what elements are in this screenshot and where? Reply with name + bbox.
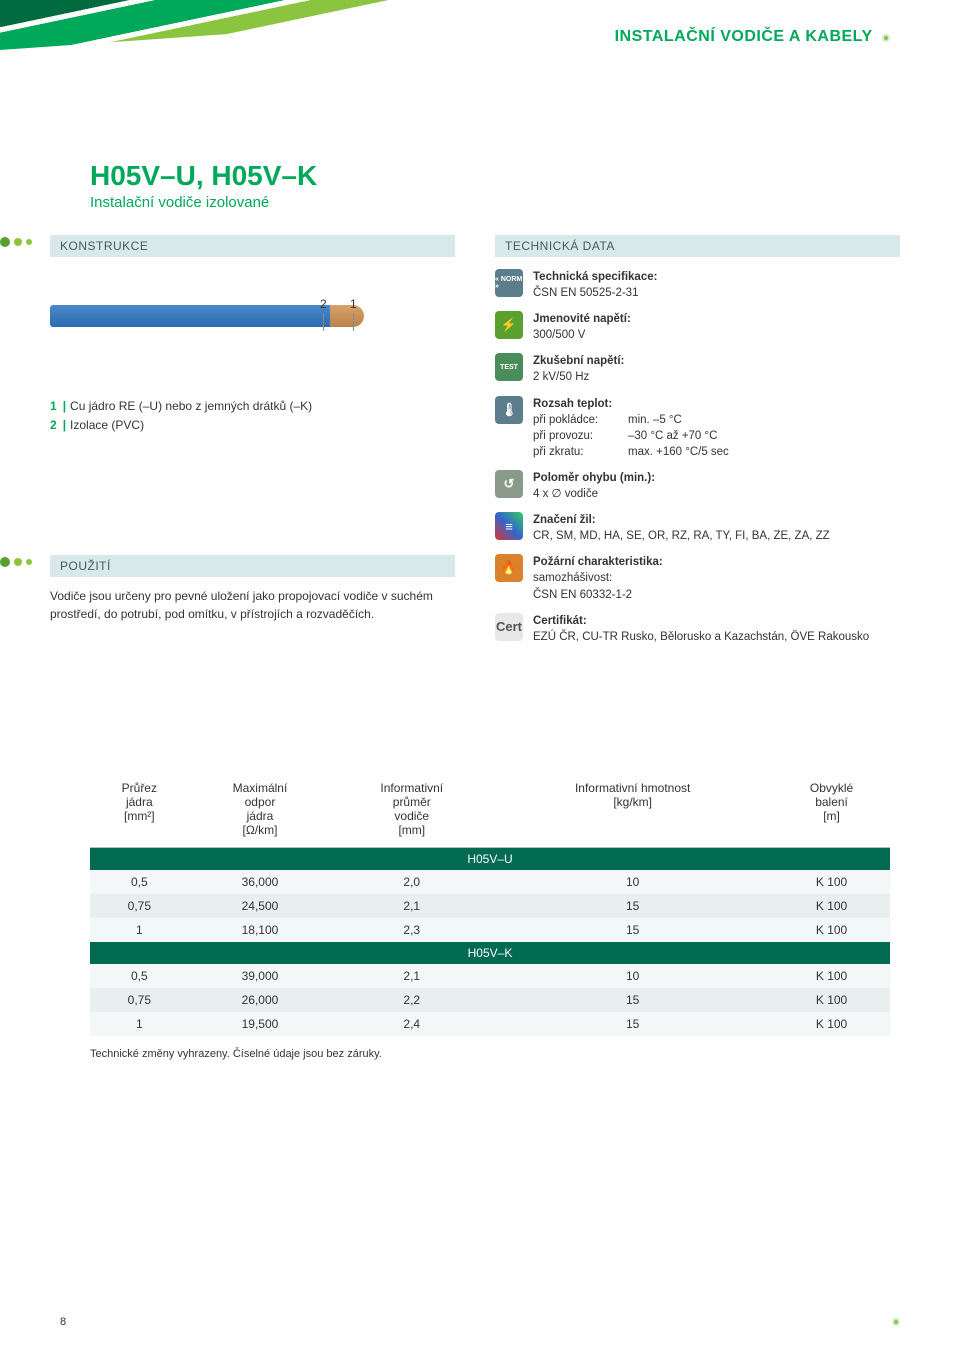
page-number: 8 <box>60 1316 66 1328</box>
construction-legend: 1|Cu jádro RE (–U) nebo z jemných drátků… <box>50 397 455 435</box>
col-odpor: Maximálníodporjádra[Ω/km] <box>189 775 332 848</box>
tech-cert: Cert Certifikát:EZÚ ČR, CU-TR Rusko, Běl… <box>495 613 900 645</box>
use-description: Vodiče jsou určeny pro pevné uložení jak… <box>50 587 455 623</box>
table-row: 0,536,0002,010K 100 <box>90 870 890 894</box>
category-dot-icon <box>882 34 890 42</box>
section-konstrukce-label: KONSTRUKCE <box>60 239 148 253</box>
header-category: INSTALAČNÍ VODIČE A KABELY <box>615 28 890 46</box>
left-column: KONSTRUKCE 2 1 1|Cu jádro RE (–U) nebo z… <box>50 235 455 655</box>
section-deco-icon <box>0 237 32 247</box>
table-header-row: Průřezjádra[mm²] Maximálníodporjádra[Ω/k… <box>90 775 890 848</box>
tech-volt: ⚡ Jmenovité napětí:300/500 V <box>495 311 900 343</box>
voltage-icon: ⚡ <box>495 311 523 339</box>
cable-core <box>330 305 364 327</box>
table-subheader: H05V–K <box>90 942 890 964</box>
category-title: INSTALAČNÍ VODIČE A KABELY <box>615 28 873 45</box>
tech-test: TEST Zkušební napětí:2 kV/50 Hz <box>495 353 900 385</box>
right-column: TECHNICKÁ DATA « NORM » Technická specif… <box>495 235 900 655</box>
title-sub: Instalační vodiče izolované <box>90 194 317 211</box>
cable-insulation <box>50 305 330 327</box>
table-footnote: Technické změny vyhrazeny. Číselné údaje… <box>90 1048 890 1060</box>
header-stripes <box>0 0 420 50</box>
section-pouziti: POUŽITÍ <box>50 555 455 577</box>
cable-diagram: 2 1 <box>50 287 455 347</box>
table-row: 0,7526,0002,215K 100 <box>90 988 890 1012</box>
section-technicka: TECHNICKÁ DATA <box>495 235 900 257</box>
temperature-icon: 🌡 <box>495 396 523 424</box>
data-table: Průřezjádra[mm²] Maximálníodporjádra[Ω/k… <box>90 775 890 1060</box>
page-title: H05V–U, H05V–K Instalační vodiče izolova… <box>90 160 317 211</box>
tech-marking: ≡ Značení žil:CR, SM, MD, HA, SE, OR, RZ… <box>495 512 900 544</box>
fire-icon: 🔥 <box>495 554 523 582</box>
legend-item-2: 2|Izolace (PVC) <box>50 416 455 435</box>
section-deco-icon <box>0 557 32 567</box>
legend-item-1: 1|Cu jádro RE (–U) nebo z jemných drátků… <box>50 397 455 416</box>
table-row: 0,539,0002,110K 100 <box>90 964 890 988</box>
tech-norm: « NORM » Technická specifikace:ČSN EN 50… <box>495 269 900 301</box>
test-icon: TEST <box>495 353 523 381</box>
diagram-marker-2: 2 <box>320 297 327 311</box>
corner-dot-icon <box>892 1318 900 1326</box>
marking-icon: ≡ <box>495 512 523 540</box>
section-technicka-label: TECHNICKÁ DATA <box>505 239 615 253</box>
section-pouziti-label: POUŽITÍ <box>60 559 111 573</box>
table-row: 119,5002,415K 100 <box>90 1012 890 1036</box>
norm-icon: « NORM » <box>495 269 523 297</box>
tech-temp: 🌡 Rozsah teplot: při pokládce:min. –5 °C… <box>495 396 900 460</box>
col-prurez: Průřezjádra[mm²] <box>90 775 189 848</box>
col-hmotnost: Informativní hmotnost[kg/km] <box>492 775 773 848</box>
tech-bend: ↺ Poloměr ohybu (min.):4 x ∅ vodiče <box>495 470 900 502</box>
certificate-icon: Cert <box>495 613 523 641</box>
tech-fire: 🔥 Požární charakteristika:samozhášivost:… <box>495 554 900 602</box>
diagram-marker-1: 1 <box>350 297 357 311</box>
table-row: 118,1002,315K 100 <box>90 918 890 942</box>
table-subheader: H05V–U <box>90 848 890 871</box>
section-konstrukce: KONSTRUKCE <box>50 235 455 257</box>
bend-radius-icon: ↺ <box>495 470 523 498</box>
title-main: H05V–U, H05V–K <box>90 160 317 192</box>
col-baleni: Obvyklébalení[m] <box>773 775 890 848</box>
col-prumer: Informativníprůměrvodiče[mm] <box>331 775 492 848</box>
table-row: 0,7524,5002,115K 100 <box>90 894 890 918</box>
